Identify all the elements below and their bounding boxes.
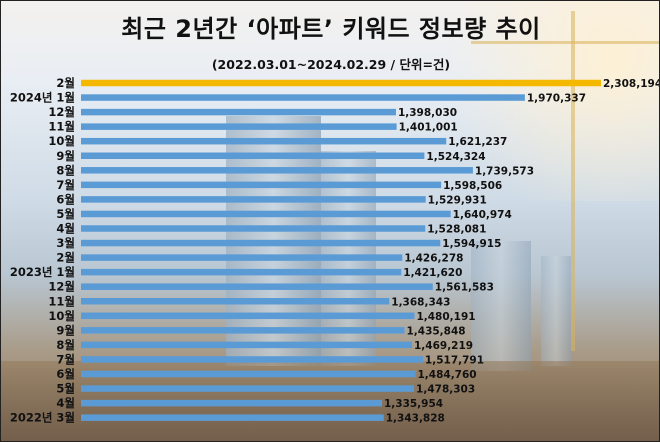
value-label: 1,435,848 [406,325,465,337]
category-label: 6월 [56,192,75,206]
value-label: 1,343,828 [386,413,445,425]
bar [81,414,384,421]
background-building [471,241,531,371]
value-label: 1,640,974 [453,209,512,221]
value-label: 1,594,915 [442,238,501,250]
category-label: 3월 [56,236,75,250]
value-label: 1,335,954 [384,398,443,410]
bar [81,385,415,392]
category-label: 12월 [48,280,75,294]
category-label: 11월 [48,120,75,134]
bar [81,327,405,334]
value-label: 1,561,583 [435,282,494,294]
category-label: 4월 [56,396,75,410]
value-label: 1,598,506 [443,180,502,192]
category-label: 2월 [56,76,75,90]
value-label: 1,484,760 [417,369,476,381]
value-label: 1,421,620 [403,267,462,279]
category-label: 8월 [56,338,75,352]
bar [81,152,425,159]
category-label: 2023년 1월 [10,265,75,279]
bar [81,225,426,232]
value-label: 1,480,191 [416,311,475,323]
value-label: 1,469,219 [414,340,473,352]
chart-subtitle: (2022.03.01~2024.02.29 / 단위=건) [211,57,451,72]
category-label: 5월 [56,382,75,396]
category-label: 10월 [48,134,75,148]
bar [81,356,423,363]
category-label: 12월 [48,105,75,119]
category-label: 7월 [56,178,75,192]
category-label: 2024년 1월 [10,91,75,105]
bar [81,181,442,189]
bar [81,196,426,203]
bar [81,123,397,130]
value-label: 1,398,030 [398,107,457,119]
value-label: 1,970,337 [527,93,586,105]
bar [81,108,396,116]
chart-title: 최근 2년간 ‘아파트’ 키워드 정보량 추이 [121,15,541,43]
category-label: 8월 [56,163,75,177]
bar [81,283,433,290]
bar [81,341,412,349]
value-label: 1,401,001 [399,122,458,134]
background-building [541,256,571,366]
value-label: 1,739,573 [475,165,534,177]
category-label: 2월 [56,251,75,265]
bar [81,370,416,378]
value-label: 1,368,343 [391,296,450,308]
value-label: 1,478,303 [416,384,475,396]
category-label: 2022년 3월 [10,411,75,425]
category-label: 11월 [48,294,75,308]
bar [81,239,441,247]
category-label: 10월 [48,309,75,323]
value-label: 1,621,237 [448,136,507,148]
value-label: 1,517,791 [425,354,484,366]
bar [81,167,473,174]
background-crane [471,41,659,44]
category-label: 6월 [56,367,75,381]
category-label: 7월 [56,352,75,366]
value-label: 1,528,081 [427,224,486,236]
value-label: 1,529,931 [428,194,487,206]
background-crane [571,11,575,351]
bar [81,312,415,320]
bar [81,94,525,101]
category-label: 5월 [56,207,75,221]
category-label: 9월 [56,149,75,163]
category-label: 4월 [56,222,75,236]
bar [81,254,403,261]
value-label: 2,308,194 [603,78,659,90]
bar [81,298,390,305]
bar [81,268,402,276]
bar [81,210,451,218]
bar [81,399,382,407]
bar [81,79,601,87]
value-label: 1,426,278 [404,253,463,265]
category-label: 9월 [56,323,75,337]
bar [81,137,447,145]
value-label: 1,524,324 [426,151,485,163]
